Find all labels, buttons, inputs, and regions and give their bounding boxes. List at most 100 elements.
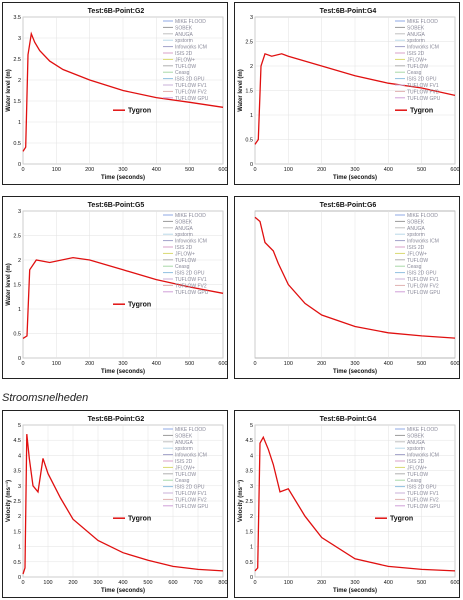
- legend-label: TUFLOW GPU: [175, 504, 209, 510]
- x-tick-label: 500: [185, 361, 194, 367]
- legend-label: TUFLOW: [407, 258, 428, 264]
- y-tick-label: 0.5: [13, 332, 21, 338]
- y-tick-label: 0: [18, 356, 21, 362]
- legend-label: ISIS 2D: [407, 51, 425, 57]
- y-tick-label: 5: [18, 423, 21, 429]
- legend-label: xpstorm: [175, 232, 193, 238]
- x-tick-label: 100: [43, 580, 52, 586]
- x-tick-label: 100: [284, 167, 293, 173]
- legend-label: ISIS 2D GPU: [175, 485, 205, 491]
- series-line-tygron: [22, 31, 224, 152]
- y-tick-label: 0.5: [245, 560, 253, 566]
- legend-label: MIKE FLOOD: [407, 427, 438, 433]
- legend-label: Infoworks ICM: [175, 453, 207, 459]
- x-tick-label: 300: [118, 167, 127, 173]
- legend-label: SOBEK: [407, 219, 425, 225]
- series-line-tygron: [254, 435, 456, 572]
- legend-label: TUFLOW GPU: [407, 504, 441, 510]
- y-tick-label: 3.5: [13, 15, 21, 21]
- legend-label-tygron: Tygron: [128, 108, 151, 115]
- legend-label: Ceasg: [175, 478, 190, 484]
- legend-label: JFLOW+: [175, 57, 195, 63]
- legend-label: MIKE FLOOD: [175, 19, 206, 25]
- legend-label: ISIS 2D GPU: [407, 485, 437, 491]
- y-tick-label: 1: [18, 307, 21, 313]
- legend-label: TUFLOW FV2: [175, 89, 207, 95]
- legend-label: TUFLOW FV1: [407, 83, 439, 89]
- legend-label: TUFLOW: [175, 472, 196, 478]
- x-tick-label: 500: [417, 361, 426, 367]
- x-axis-label: Time (seconds): [333, 175, 377, 181]
- x-tick-label: 0: [21, 361, 24, 367]
- legend-label: TUFLOW FV1: [407, 491, 439, 497]
- y-tick-label: 4: [250, 453, 253, 459]
- legend-label: ANUGA: [175, 226, 193, 232]
- x-tick-label: 500: [143, 580, 152, 586]
- legend-label: ANUGA: [175, 32, 193, 38]
- x-tick-label: 600: [218, 167, 227, 173]
- legend-label: ISIS 2D GPU: [407, 271, 437, 277]
- x-tick-label: 400: [152, 361, 161, 367]
- y-tick-label: 0.5: [13, 560, 21, 566]
- y-tick-label: 2: [250, 514, 253, 520]
- x-axis-label: Time (seconds): [101, 369, 145, 375]
- legend-label: xpstorm: [407, 232, 425, 238]
- x-axis-label: Time (seconds): [333, 369, 377, 375]
- chart-panel-waterlevel-g2: Test:6B-Point:G2 0 100 200 300 400 500 600 0 0.5 1…: [2, 2, 228, 185]
- legend-label: JFLOW+: [175, 251, 195, 257]
- legend-label: ISIS 2D: [407, 245, 425, 251]
- x-axis-label: Time (seconds): [101, 588, 145, 594]
- x-tick-label: 700: [193, 580, 202, 586]
- x-tick-label: 200: [85, 167, 94, 173]
- chart-panel-waterlevel-g4: Test:6B-Point:G4 0 100 200 300 400 500 600 0 0.5 1…: [234, 2, 460, 185]
- legend-label: TUFLOW FV2: [407, 89, 439, 95]
- y-tick-label: 1.5: [13, 99, 21, 105]
- y-tick-label: 2.5: [13, 57, 21, 63]
- legend-label: ISIS 2D: [175, 459, 193, 465]
- chart-panel-velocity-g2: Test:6B-Point:G2 0 100 200 300 400 500 600 700 80…: [2, 410, 228, 598]
- legend-label: TUFLOW FV1: [407, 277, 439, 283]
- legend-label: Ceasg: [175, 70, 190, 76]
- x-tick-label: 200: [317, 361, 326, 367]
- legend-label-tygron: Tygron: [410, 108, 433, 115]
- legend-label-tygron: Tygron: [128, 516, 151, 523]
- series-line-tygron: [22, 434, 224, 575]
- y-tick-label: 2: [250, 64, 253, 70]
- legend-label-tygron: Tygron: [128, 302, 151, 309]
- y-tick-label: 2: [18, 514, 21, 520]
- legend-label: TUFLOW FV1: [175, 491, 207, 497]
- legend-label-tygron: Tygron: [390, 516, 413, 523]
- y-tick-label: 0: [250, 162, 253, 168]
- chart-title: Test:6B-Point:G2: [88, 416, 145, 423]
- y-axis-label: Water level (m): [6, 69, 12, 111]
- legend-label: TUFLOW GPU: [407, 290, 441, 296]
- x-tick-label: 400: [384, 580, 393, 586]
- y-tick-label: 3: [18, 209, 21, 215]
- legend-label: TUFLOW: [407, 64, 428, 70]
- legend-label: Ceasg: [407, 264, 422, 270]
- chart-panel-waterlevel-g6: Test:6B-Point:G6 0 100 200 300 400 500 600 Time …: [234, 196, 460, 379]
- y-tick-label: 1.5: [13, 283, 21, 289]
- x-tick-label: 100: [52, 167, 61, 173]
- x-tick-label: 600: [450, 361, 459, 367]
- legend-label: ISIS 2D: [407, 459, 425, 465]
- x-tick-label: 500: [185, 167, 194, 173]
- legend-label: TUFLOW GPU: [407, 96, 441, 102]
- x-tick-label: 600: [218, 361, 227, 367]
- legend-label: ANUGA: [407, 226, 425, 232]
- section-label: Stroomsnelheden: [2, 392, 89, 404]
- y-tick-label: 3: [250, 484, 253, 490]
- y-tick-label: 4.5: [245, 438, 253, 444]
- y-axis-label: Water level (m): [6, 263, 12, 305]
- legend-label: ANUGA: [407, 440, 425, 446]
- y-tick-label: 3: [18, 36, 21, 42]
- x-tick-label: 600: [168, 580, 177, 586]
- x-tick-label: 0: [21, 167, 24, 173]
- legend-label: Ceasg: [407, 70, 422, 76]
- legend-label: SOBEK: [407, 433, 425, 439]
- legend-label: TUFLOW FV2: [407, 497, 439, 503]
- y-tick-label: 2.5: [13, 499, 21, 505]
- x-tick-label: 400: [152, 167, 161, 173]
- y-tick-label: 1: [18, 120, 21, 126]
- x-tick-label: 400: [384, 167, 393, 173]
